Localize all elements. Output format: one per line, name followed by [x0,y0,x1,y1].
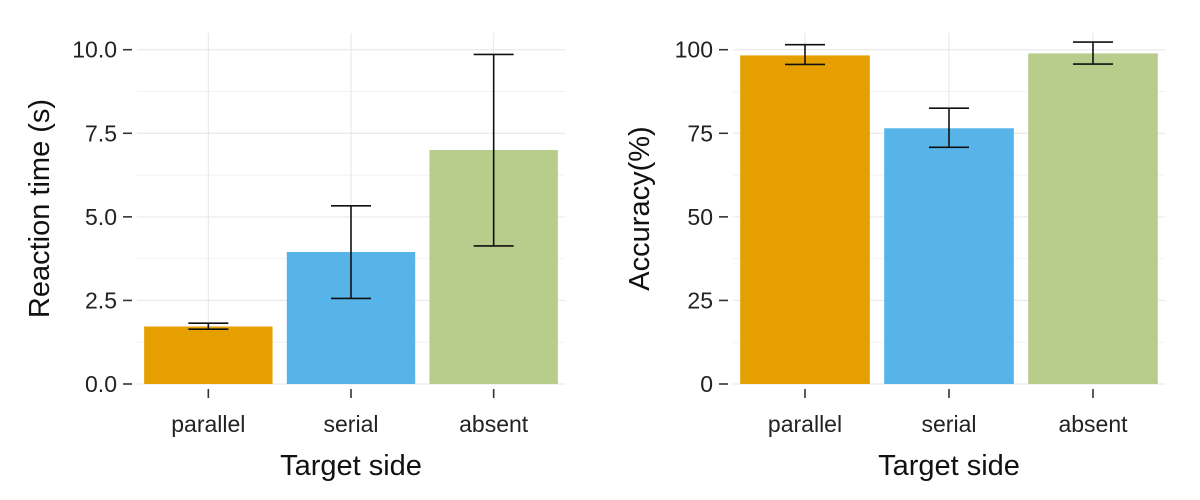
y-tick-label: 2.5 [85,287,117,313]
y-tick-label: 10.0 [72,37,117,63]
x-tick-label-parallel: parallel [171,411,245,437]
y-tick-label: 0.0 [85,371,117,397]
x-axis-title: Target side [280,450,422,482]
x-tick-label-absent: absent [1058,411,1128,437]
y-tick-label: 5.0 [85,204,117,230]
y-tick-label: 75 [687,120,713,146]
bar-serial [884,128,1014,384]
bar-parallel [144,326,273,384]
bar-absent [1028,53,1158,385]
y-tick-label: 7.5 [85,120,117,146]
y-axis-title: Accuracy(%) [624,126,656,290]
x-tick-label-serial: serial [922,411,977,437]
error-bar-parallel [785,43,825,66]
y-tick-label: 25 [687,287,713,313]
x-tick-label-serial: serial [324,411,379,437]
error-bar-parallel [188,322,229,330]
y-tick-label: 100 [675,37,713,63]
y-axis-title: Reaction time (s) [24,99,56,318]
y-tick-label: 50 [687,204,713,230]
x-tick-label-absent: absent [459,411,529,437]
accuracy-chart: 0 25 50 75 100 parallel serial absent Target sid… [624,33,1165,482]
error-bar-absent [1073,41,1113,65]
error-bar-absent [473,53,514,247]
error-bar-serial [929,107,969,149]
reaction-time-chart: 0.0 2.5 5.0 7.5 10.0 parallel serial absent Targ… [24,33,565,482]
x-axis-title: Target side [878,450,1020,482]
bar-parallel [740,55,870,384]
error-bar-serial [331,205,371,300]
y-tick-label: 0 [700,371,713,397]
x-tick-label-parallel: parallel [768,411,842,437]
